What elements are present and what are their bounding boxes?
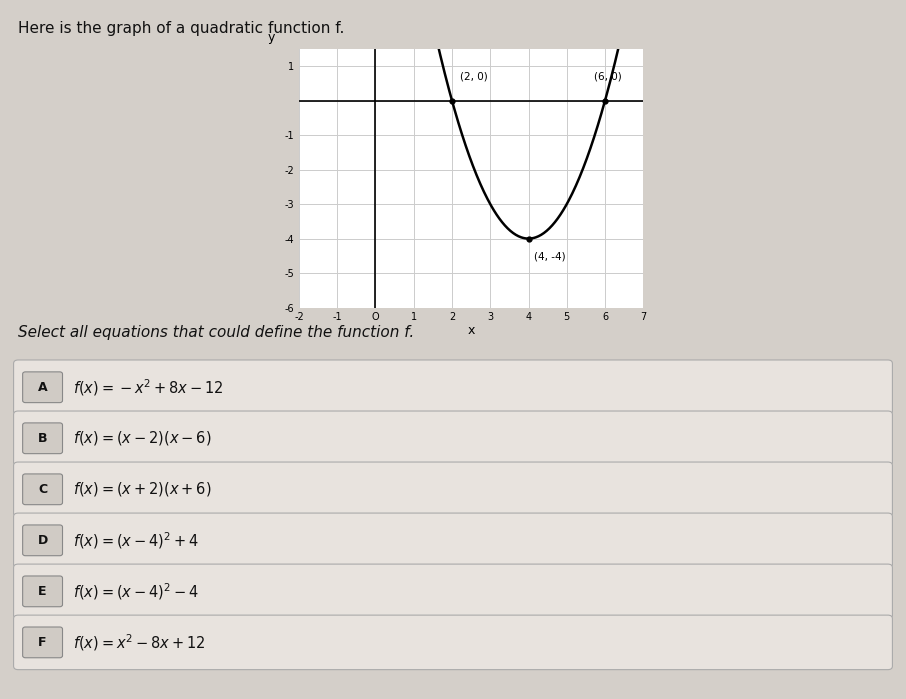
Text: B: B: [38, 432, 47, 445]
Text: $f(x) = -x^2 + 8x - 12$: $f(x) = -x^2 + 8x - 12$: [73, 377, 224, 398]
Text: $f(x) = (x + 2)(x + 6)$: $f(x) = (x + 2)(x + 6)$: [73, 480, 212, 498]
Text: (2, 0): (2, 0): [459, 72, 487, 82]
Text: (6, 0): (6, 0): [593, 72, 622, 82]
Y-axis label: y: y: [268, 31, 275, 44]
Text: Select all equations that could define the function f.: Select all equations that could define t…: [18, 325, 414, 340]
Text: (4, -4): (4, -4): [535, 251, 566, 261]
Text: Here is the graph of a quadratic function f.: Here is the graph of a quadratic functio…: [18, 21, 344, 36]
Text: $f(x) = x^2 - 8x + 12$: $f(x) = x^2 - 8x + 12$: [73, 632, 206, 653]
Text: C: C: [38, 483, 47, 496]
Text: E: E: [38, 585, 47, 598]
Text: $f(x) = (x - 4)^2 + 4$: $f(x) = (x - 4)^2 + 4$: [73, 530, 199, 551]
X-axis label: x: x: [467, 324, 475, 337]
Text: $f(x) = (x - 4)^2 - 4$: $f(x) = (x - 4)^2 - 4$: [73, 581, 199, 602]
Text: A: A: [38, 381, 47, 394]
Text: $f(x) = (x - 2)(x - 6)$: $f(x) = (x - 2)(x - 6)$: [73, 429, 212, 447]
Text: F: F: [38, 636, 47, 649]
Text: D: D: [37, 534, 48, 547]
